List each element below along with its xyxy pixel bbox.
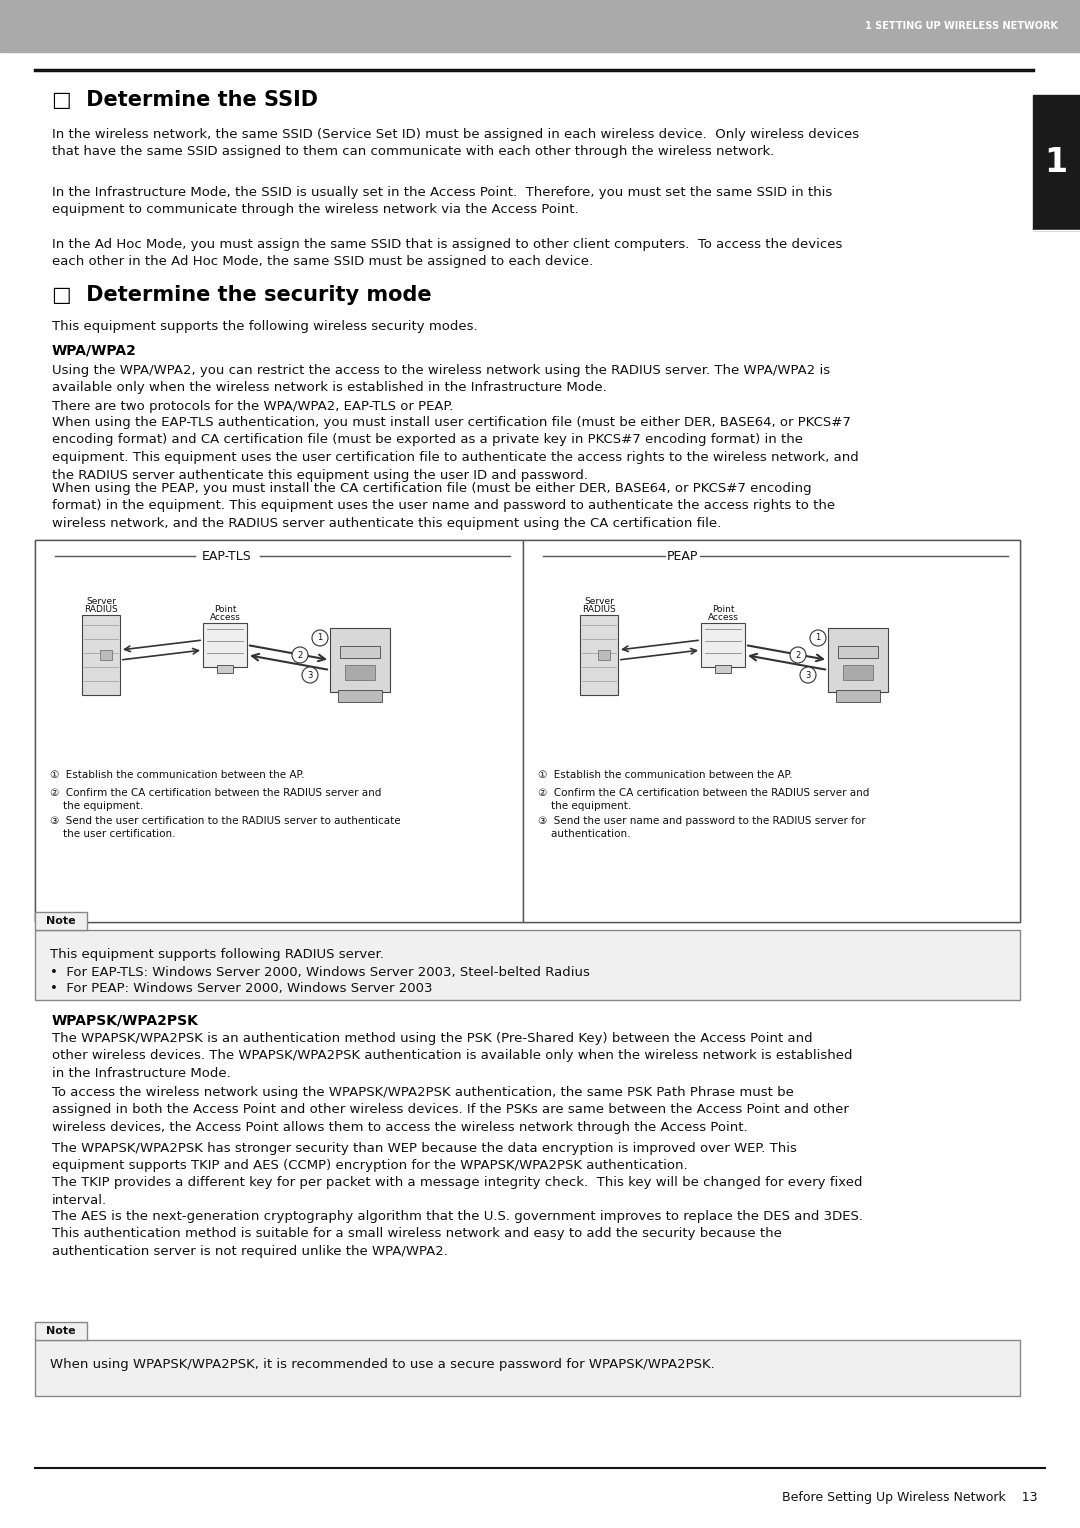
Circle shape xyxy=(302,668,318,683)
Text: □  Determine the security mode: □ Determine the security mode xyxy=(52,286,432,306)
Text: In the wireless network, the same SSID (Service Set ID) must be assigned in each: In the wireless network, the same SSID (… xyxy=(52,128,859,159)
Text: EAP-TLS: EAP-TLS xyxy=(202,550,252,562)
Text: The WPAPSK/WPA2PSK has stronger security than WEP because the data encryption is: The WPAPSK/WPA2PSK has stronger security… xyxy=(52,1141,797,1172)
Bar xyxy=(35,1322,87,1340)
Bar xyxy=(340,646,380,659)
Bar xyxy=(715,665,731,672)
Text: •  For PEAP: Windows Server 2000, Windows Server 2003: • For PEAP: Windows Server 2000, Windows… xyxy=(50,983,432,995)
Circle shape xyxy=(312,630,328,646)
Text: Note: Note xyxy=(46,915,76,926)
Text: The TKIP provides a different key for per packet with a message integrity check.: The TKIP provides a different key for pe… xyxy=(52,1177,863,1207)
Text: 2: 2 xyxy=(297,651,302,660)
Text: 1: 1 xyxy=(815,634,821,642)
Text: RADIUS: RADIUS xyxy=(84,605,118,614)
Text: When using WPAPSK/WPA2PSK, it is recommended to use a secure password for WPAPSK: When using WPAPSK/WPA2PSK, it is recomme… xyxy=(50,1358,715,1371)
Bar xyxy=(345,665,375,680)
Text: In the Ad Hoc Mode, you must assign the same SSID that is assigned to other clie: In the Ad Hoc Mode, you must assign the … xyxy=(52,238,842,269)
Text: ③  Send the user certification to the RADIUS server to authenticate
    the user: ③ Send the user certification to the RAD… xyxy=(50,816,401,839)
Text: ②  Confirm the CA certification between the RADIUS server and
    the equipment.: ② Confirm the CA certification between t… xyxy=(538,788,869,811)
Bar xyxy=(338,691,382,701)
Text: 1: 1 xyxy=(1044,145,1067,179)
Bar xyxy=(0,0,1080,52)
Text: ②  Confirm the CA certification between the RADIUS server and
    the equipment.: ② Confirm the CA certification between t… xyxy=(50,788,381,811)
Text: ③  Send the user name and password to the RADIUS server for
    authentication.: ③ Send the user name and password to the… xyxy=(538,816,866,839)
Text: There are two protocols for the WPA/WPA2, EAP-TLS or PEAP.: There are two protocols for the WPA/WPA2… xyxy=(52,400,454,413)
Text: In the Infrastructure Mode, the SSID is usually set in the Access Point.  Theref: In the Infrastructure Mode, the SSID is … xyxy=(52,186,833,217)
Bar xyxy=(701,623,745,668)
Bar xyxy=(1032,95,1080,231)
Circle shape xyxy=(800,668,816,683)
Text: Point: Point xyxy=(712,605,734,614)
Bar xyxy=(828,628,888,692)
Text: ①  Establish the communication between the AP.: ① Establish the communication between th… xyxy=(538,770,793,779)
Circle shape xyxy=(789,646,806,663)
Text: 1 SETTING UP WIRELESS NETWORK: 1 SETTING UP WIRELESS NETWORK xyxy=(865,21,1058,31)
Text: ①  Establish the communication between the AP.: ① Establish the communication between th… xyxy=(50,770,305,779)
Text: To access the wireless network using the WPAPSK/WPA2PSK authentication, the same: To access the wireless network using the… xyxy=(52,1086,849,1134)
Text: RADIUS: RADIUS xyxy=(582,605,616,614)
Text: Using the WPA/WPA2, you can restrict the access to the wireless network using th: Using the WPA/WPA2, you can restrict the… xyxy=(52,364,831,394)
Text: Access: Access xyxy=(210,613,241,622)
Circle shape xyxy=(810,630,826,646)
Text: Point: Point xyxy=(214,605,237,614)
Polygon shape xyxy=(82,614,120,695)
Bar xyxy=(203,623,247,668)
Text: When using the EAP-TLS authentication, you must install user certification file : When using the EAP-TLS authentication, y… xyxy=(52,416,859,481)
Text: Access: Access xyxy=(707,613,739,622)
Text: Server: Server xyxy=(86,597,116,607)
Bar xyxy=(35,539,523,921)
Bar xyxy=(330,628,390,692)
Text: 1: 1 xyxy=(318,634,323,642)
Bar xyxy=(838,646,878,659)
Text: 2: 2 xyxy=(795,651,800,660)
Text: Before Setting Up Wireless Network    13: Before Setting Up Wireless Network 13 xyxy=(783,1491,1038,1505)
Bar xyxy=(35,539,1020,921)
Text: •  For EAP-TLS: Windows Server 2000, Windows Server 2003, Steel-belted Radius: • For EAP-TLS: Windows Server 2000, Wind… xyxy=(50,966,590,979)
Text: Note: Note xyxy=(46,1326,76,1335)
Bar xyxy=(843,665,873,680)
Bar xyxy=(82,614,120,695)
Bar xyxy=(35,1340,1020,1397)
Text: WPAPSK/WPA2PSK: WPAPSK/WPA2PSK xyxy=(52,1015,199,1028)
Bar xyxy=(836,691,880,701)
Bar xyxy=(523,539,1020,921)
Circle shape xyxy=(292,646,308,663)
Text: □  Determine the SSID: □ Determine the SSID xyxy=(52,90,318,110)
Text: 3: 3 xyxy=(806,671,811,680)
Bar xyxy=(598,649,610,660)
Text: When using the PEAP, you must install the CA certification file (must be either : When using the PEAP, you must install th… xyxy=(52,481,835,530)
Text: This equipment supports following RADIUS server.: This equipment supports following RADIUS… xyxy=(50,947,383,961)
Bar xyxy=(35,912,87,931)
Text: WPA/WPA2: WPA/WPA2 xyxy=(52,344,137,358)
Text: This equipment supports the following wireless security modes.: This equipment supports the following wi… xyxy=(52,319,477,333)
Polygon shape xyxy=(580,614,618,695)
Bar xyxy=(580,614,618,695)
Text: The AES is the next-generation cryptography algorithm that the U.S. government i: The AES is the next-generation cryptogra… xyxy=(52,1210,863,1258)
Text: PEAP: PEAP xyxy=(666,550,698,562)
Bar xyxy=(100,649,112,660)
Bar xyxy=(217,665,233,672)
Text: Server: Server xyxy=(584,597,613,607)
Text: The WPAPSK/WPA2PSK is an authentication method using the PSK (Pre-Shared Key) be: The WPAPSK/WPA2PSK is an authentication … xyxy=(52,1031,852,1080)
Bar xyxy=(35,931,1020,999)
Text: 3: 3 xyxy=(308,671,313,680)
